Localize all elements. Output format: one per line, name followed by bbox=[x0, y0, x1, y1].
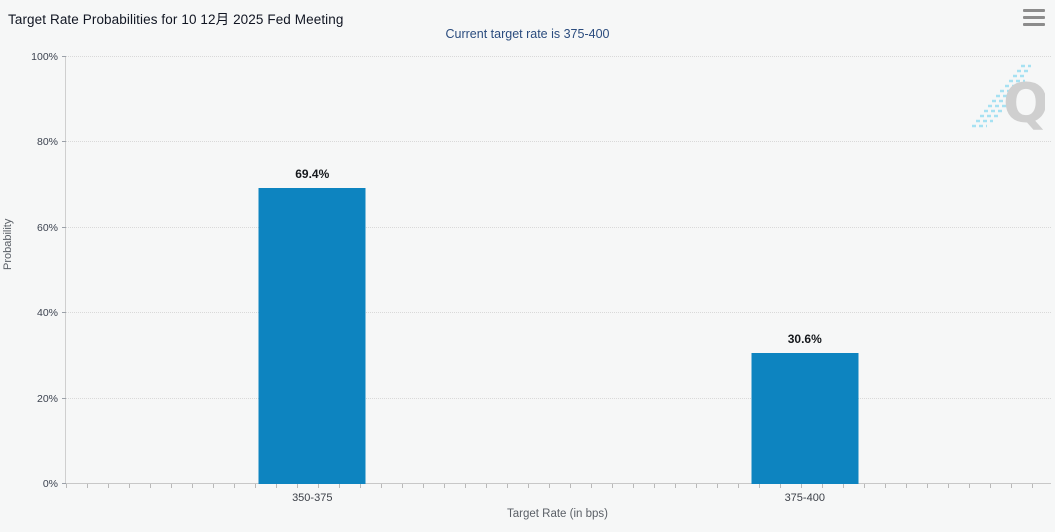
hamburger-bar bbox=[1023, 23, 1045, 26]
quikstrike-logo: Q bbox=[967, 60, 1049, 139]
bar-slot-350-375: 69.4% 350-375 bbox=[258, 57, 366, 504]
y-tick-mark bbox=[62, 312, 66, 314]
gridline-0 bbox=[66, 483, 1051, 484]
gridline-40 bbox=[66, 312, 1051, 314]
gridline-60 bbox=[66, 226, 1051, 228]
bar-375-400[interactable] bbox=[751, 353, 859, 484]
hamburger-bar bbox=[1023, 9, 1045, 12]
y-tick-mark bbox=[62, 56, 66, 57]
bar-350-375[interactable] bbox=[258, 187, 366, 484]
y-tick-mark bbox=[62, 397, 66, 399]
x-axis-tick-strip bbox=[66, 484, 1051, 488]
y-tick-label: 40% bbox=[36, 307, 58, 320]
svg-text:Q: Q bbox=[1003, 72, 1045, 134]
bar-slot-375-400: 30.6% 375-400 bbox=[751, 57, 859, 504]
chart-title: Target Rate Probabilities for 10 12月 202… bbox=[8, 12, 344, 27]
y-tick-mark bbox=[62, 226, 66, 228]
y-tick-label: 0% bbox=[42, 478, 58, 490]
gridline-20 bbox=[66, 397, 1051, 399]
y-tick-mark bbox=[62, 483, 66, 484]
q-watermark-icon: Q bbox=[972, 64, 1049, 135]
x-axis-category-label: 350-375 bbox=[292, 492, 333, 504]
gridline-80 bbox=[66, 141, 1051, 143]
y-tick-mark bbox=[62, 141, 66, 143]
y-tick-label: 20% bbox=[36, 392, 58, 405]
y-tick-label: 60% bbox=[36, 221, 58, 234]
x-axis-title: Target Rate (in bps) bbox=[507, 508, 608, 520]
y-tick-label: 100% bbox=[31, 51, 58, 63]
plot-area: 0% 20% 40% 60% 80% 100% 69.4% 350-375 30.6% 375-4… bbox=[31, 51, 1051, 504]
hamburger-bar bbox=[1023, 16, 1045, 19]
bar-value-label: 30.6% bbox=[787, 332, 822, 347]
chart-subtitle: Current target rate is 375-400 bbox=[445, 27, 610, 41]
gridline-100 bbox=[66, 56, 1051, 57]
y-axis-title: Probability bbox=[2, 218, 14, 270]
x-axis-category-label: 375-400 bbox=[784, 492, 825, 504]
hamburger-menu-icon[interactable] bbox=[1023, 9, 1045, 26]
bar-value-label: 69.4% bbox=[295, 166, 330, 181]
y-tick-label: 80% bbox=[36, 136, 58, 149]
